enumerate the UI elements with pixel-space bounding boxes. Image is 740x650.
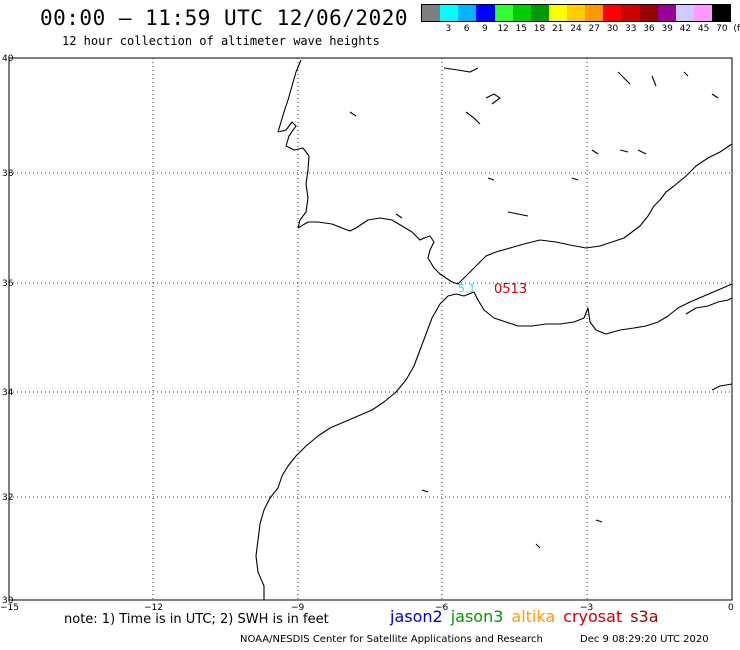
legend-swatch xyxy=(657,5,676,21)
island-3 xyxy=(465,111,481,125)
island-13 xyxy=(421,489,429,493)
legend-label: 12 xyxy=(497,24,509,34)
legend-label: 18 xyxy=(533,24,546,34)
legend-swatch xyxy=(476,5,495,21)
x-tick-label: −3 xyxy=(580,603,593,613)
legend-swatch xyxy=(512,5,531,21)
coast-algeria-east xyxy=(711,383,733,391)
x-axis-labels: −15 −12 −9 −6 −3 0 xyxy=(0,603,734,613)
coast-balearic xyxy=(685,297,733,315)
x-tick-label: −6 xyxy=(435,603,449,613)
mission-altika: altika xyxy=(511,607,556,626)
credit-text: NOAA/NESDIS Center for Satellite Applica… xyxy=(240,634,543,645)
legend-label: 30 xyxy=(606,24,619,34)
y-tick-label: 32 xyxy=(2,493,13,503)
legend-swatch xyxy=(621,5,640,21)
legend-swatch xyxy=(585,5,604,21)
legend-swatch xyxy=(530,5,549,21)
legend-swatch xyxy=(693,5,712,21)
legend-label: 27 xyxy=(588,24,600,34)
mission-s3a: s3a xyxy=(630,607,659,626)
legend-label: 6 xyxy=(463,24,470,34)
legend-swatch xyxy=(603,5,622,21)
legend-label: (ft) xyxy=(733,24,740,34)
legend-swatch xyxy=(494,5,513,21)
page-subtitle: 12 hour collection of altimeter wave hei… xyxy=(62,34,380,48)
y-tick-label: 36 xyxy=(2,279,14,289)
y-tick-label: 30 xyxy=(2,596,14,606)
coast-spain-east xyxy=(461,143,733,281)
observation-time-label: 0513 xyxy=(494,282,527,297)
y-tick-label: 40 xyxy=(2,54,14,64)
map-grid xyxy=(9,58,732,600)
observation-swh-value: 5.1 xyxy=(458,282,476,295)
island-10 xyxy=(487,177,495,181)
x-tick-label: −12 xyxy=(144,603,163,613)
island-11 xyxy=(349,111,357,117)
coast-morocco-north xyxy=(447,283,733,335)
legend-label: 70 xyxy=(716,24,728,34)
legend-label: 39 xyxy=(661,24,673,34)
coast-morocco-atlantic xyxy=(255,295,449,600)
mission-jason3: jason3 xyxy=(450,607,504,626)
mission-cryosat: cryosat xyxy=(563,607,623,626)
island-16 xyxy=(683,71,689,77)
y-tick-label: 34 xyxy=(2,388,14,398)
legend-label: 3 xyxy=(445,24,452,34)
x-tick-label: −15 xyxy=(0,603,19,613)
legend-label: 15 xyxy=(515,24,528,34)
island-8 xyxy=(637,149,647,155)
mission-legend: jason2 jason3 altika cryosat s3a xyxy=(390,607,667,626)
legend-color-bar xyxy=(421,4,731,22)
island-17 xyxy=(711,93,719,99)
island-18 xyxy=(571,177,579,181)
legend-swatch xyxy=(422,5,441,21)
legend-swatch xyxy=(548,5,567,21)
island-1 xyxy=(443,67,479,73)
island-7 xyxy=(619,149,629,153)
coast-spain-south xyxy=(297,217,463,285)
map-frame xyxy=(8,57,733,601)
island-6 xyxy=(591,149,599,155)
island-12 xyxy=(395,213,403,219)
legend-label: 42 xyxy=(679,24,692,34)
y-axis-labels: 40 38 36 34 32 30 xyxy=(2,54,14,606)
y-tick-label: 38 xyxy=(2,169,14,179)
legend-swatch xyxy=(458,5,477,21)
island-4 xyxy=(617,71,631,85)
island-2 xyxy=(485,93,501,105)
mission-jason2: jason2 xyxy=(390,607,443,626)
island-9 xyxy=(507,211,529,217)
legend-label: 21 xyxy=(552,24,564,34)
islands xyxy=(349,67,719,549)
legend-label: 33 xyxy=(624,24,637,34)
x-tick-label: −9 xyxy=(291,603,305,613)
legend-label: 36 xyxy=(643,24,655,34)
legend-swatch xyxy=(440,5,459,21)
legend-swatch xyxy=(567,5,586,21)
legend-label: 45 xyxy=(697,24,710,34)
coast-portugal xyxy=(277,59,310,229)
legend-swatch xyxy=(639,5,658,21)
page-title: 00:00 – 11:59 UTC 12/06/2020 xyxy=(40,6,409,30)
island-15 xyxy=(535,543,541,549)
island-14 xyxy=(595,519,603,523)
island-5 xyxy=(651,75,657,87)
coastlines xyxy=(255,59,733,600)
note-text: note: 1) Time is in UTC; 2) SWH is in fe… xyxy=(64,612,329,627)
x-tick-label: 0 xyxy=(728,603,734,613)
generated-timestamp: Dec 9 08:29:20 UTC 2020 xyxy=(580,634,709,645)
legend-swatch xyxy=(675,5,694,21)
legend-swatch xyxy=(712,5,731,21)
legend-label: 9 xyxy=(481,24,488,34)
legend-label: 24 xyxy=(570,24,582,34)
